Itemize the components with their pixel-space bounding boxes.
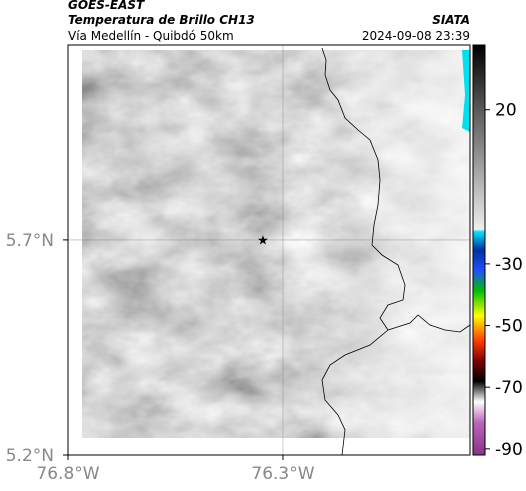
cloud-shade [82,50,470,438]
boundary [321,47,471,456]
cold-top [462,50,470,132]
product: Temperatura de Brillo CH13 [68,13,255,27]
source: SIATA [432,13,470,27]
colorbar [472,44,486,456]
satellite-image [82,50,470,438]
region: Vía Medellín - Quibdó 50km [68,29,234,43]
site-marker: ★ [257,234,269,249]
x-tick-label: 76.8°W [36,464,99,484]
colorbar-tick-label: 20 [495,101,517,121]
satellite: GOES-EAST [68,0,145,12]
y-tick-label: 5.7°N [6,231,54,251]
colorbar-tick-label: -70 [495,378,523,398]
datetime: 2024-09-08 23:39 [362,29,470,43]
map-frame [67,44,471,456]
y-tick-label: 5.2°N [6,446,54,466]
colorbar-tick-label: -30 [495,255,523,275]
x-tick-label: 76.3°W [251,464,314,484]
colorbar-tick-label: -90 [495,440,523,460]
colorbar-tick-label: -50 [495,317,523,337]
